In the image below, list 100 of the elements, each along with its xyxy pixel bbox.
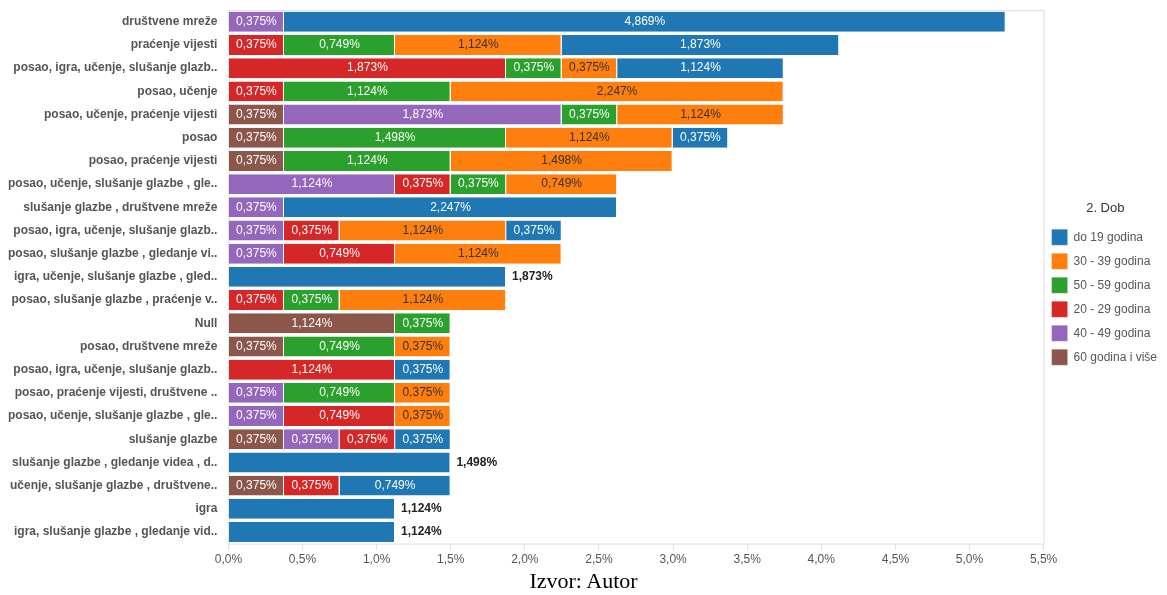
total-label: 1,498% [456,454,498,469]
data-label: 0,375% [458,176,500,191]
data-label: 0,749% [319,408,361,423]
data-label: 1,124% [291,176,333,191]
data-label: 0,375% [236,14,278,29]
y-tick-label: posao, učenje [137,83,218,98]
data-label: 0,375% [236,477,278,492]
data-label: 0,375% [236,37,278,52]
x-tick-label: 3,5% [733,552,762,567]
data-label: 0,375% [513,222,555,237]
data-label: 1,124% [457,37,499,52]
data-label: 0,375% [402,408,444,423]
legend-title: 2. Dob [1086,199,1125,215]
y-tick-label: posao, učenje, slušanje glazbe , gle.. [7,176,218,191]
data-label: 0,375% [236,292,278,307]
data-label: 0,375% [569,106,611,121]
data-label: 0,375% [402,338,444,353]
total-label: 1,124% [401,524,443,539]
legend-label: 60 godina i više [1073,349,1158,364]
x-tick-label: 4,5% [881,552,910,567]
x-tick-label: 0,0% [214,552,243,567]
y-tick-label: posao, igra, učenje, slušanje glazb.. [13,60,218,75]
data-label: 4,869% [624,14,666,29]
y-tick-label: slušanje glazbe , društvene mreže [23,199,218,214]
data-label: 0,375% [236,246,278,261]
data-label: 1,498% [374,130,416,145]
data-label: 0,375% [291,477,333,492]
data-label: 0,749% [319,37,361,52]
x-tick-label: 5,0% [955,552,984,567]
text: Izvor: Autor [528,568,639,594]
data-label: 0,375% [347,431,389,446]
data-label: 0,749% [319,385,361,400]
data-label: 0,375% [680,130,722,145]
data-label: 0,749% [374,477,416,492]
data-label: 1,124% [346,153,388,168]
data-label: 2,247% [430,199,472,214]
y-tick-label: posao, slušanje glazbe , gledanje vi.. [7,246,218,261]
data-label: 1,873% [347,60,389,75]
data-label: 0,375% [402,315,444,330]
x-tick-label: 5,5% [1029,552,1058,567]
y-tick-label: posao, praćenje vijesti, društvene .. [14,385,218,400]
data-label: 0,375% [236,222,278,237]
legend-label: 50 - 59 godina [1073,277,1151,292]
total-label: 1,124% [401,501,443,516]
y-tick-label: posao, igra, učenje, slušanje glazb.. [13,361,218,376]
data-label: 0,375% [236,83,278,98]
data-label: 1,124% [402,292,444,307]
data-label: 0,375% [291,222,333,237]
data-label: 1,498% [541,153,583,168]
x-tick-label: 2,0% [511,552,539,567]
data-label: 2,247% [596,83,638,98]
data-label: 1,124% [291,361,333,376]
data-label: 0,749% [541,176,583,191]
data-label: 1,124% [402,222,444,237]
data-label: 0,375% [402,176,444,191]
data-label: 0,375% [402,361,444,376]
y-tick-label: igra, slušanje glazbe , gledanje vid.. [13,524,218,539]
data-label: 0,375% [236,130,278,145]
y-tick-label: posao, praćenje vijesti [88,153,218,168]
y-tick-label: posao, društvene mreže [80,338,218,353]
data-label: 0,375% [402,385,444,400]
legend-label: 40 - 49 godina [1073,325,1151,340]
y-tick-label: praćenje vijesti [130,37,218,52]
data-label: 0,375% [236,385,278,400]
x-tick-label: 1,0% [362,552,391,567]
data-label: 0,375% [402,431,444,446]
total-label: 1,873% [512,269,554,284]
y-tick-label: posao, slušanje glazbe , praćenje v.. [11,292,218,307]
y-tick-label: igra [195,501,218,516]
y-tick-label: Null [194,315,218,330]
data-label: 1,124% [457,246,499,261]
x-tick-label: 0,5% [288,552,317,567]
x-tick-label: 1,5% [437,552,465,567]
data-label: 0,749% [319,338,361,353]
y-tick-label: slušanje glazbe [128,431,218,446]
data-label: 1,124% [346,83,388,98]
x-tick-label: 3,0% [659,552,688,567]
data-label: 0,375% [236,338,278,353]
data-label: 1,124% [568,130,610,145]
data-label: 1,124% [680,106,722,121]
data-label: 1,124% [291,315,333,330]
x-tick-label: 4,0% [807,552,836,567]
data-label: 0,375% [236,199,278,214]
data-label: 0,375% [236,153,278,168]
data-label: 0,375% [236,431,278,446]
y-tick-label: posao [182,130,218,145]
y-tick-label: društvene mreže [122,14,218,29]
data-label: 1,124% [680,60,722,75]
data-label: 0,375% [513,60,555,75]
y-tick-label: slušanje glazbe , gledanje videa , d.. [11,454,218,469]
y-tick-label: posao, igra, učenje, slušanje glazb.. [13,222,218,237]
legend-label: do 19 godina [1073,229,1144,244]
data-label: 0,375% [236,408,278,423]
y-tick-label: posao, učenje, praćenje vijesti [43,106,218,121]
data-label: 0,375% [291,292,333,307]
data-label: 1,873% [680,37,722,52]
data-label: 0,749% [319,246,361,261]
y-tick-label: učenje, slušanje glazbe , društvene.. [9,477,218,492]
x-tick-label: 2,5% [585,552,613,567]
y-tick-label: igra, učenje, slušanje glazbe , gled.. [13,269,218,284]
